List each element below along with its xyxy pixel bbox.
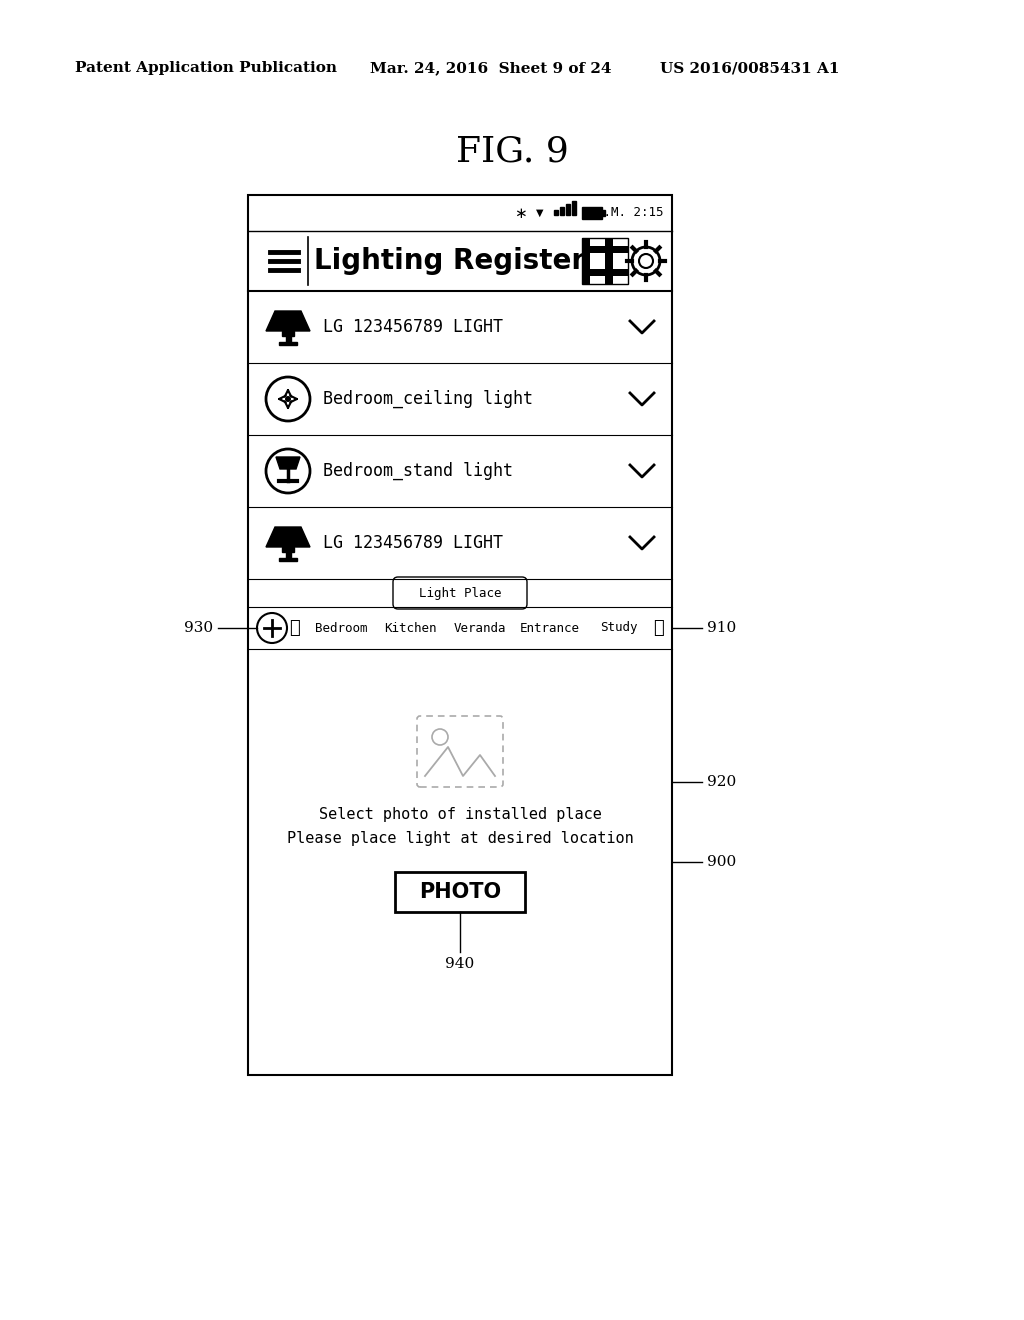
Text: Bedroom: Bedroom	[314, 622, 367, 635]
Text: Mar. 24, 2016  Sheet 9 of 24: Mar. 24, 2016 Sheet 9 of 24	[370, 61, 611, 75]
Bar	[621, 246, 628, 253]
Polygon shape	[572, 201, 575, 215]
Polygon shape	[276, 457, 300, 469]
FancyBboxPatch shape	[417, 715, 503, 787]
Bar	[590, 269, 597, 276]
Polygon shape	[554, 210, 558, 215]
Text: Study: Study	[600, 622, 638, 635]
Text: Patent Application Publication: Patent Application Publication	[75, 61, 337, 75]
Text: 900: 900	[707, 855, 736, 869]
Bar	[582, 238, 628, 284]
Text: US 2016/0085431 A1: US 2016/0085431 A1	[660, 61, 840, 75]
Circle shape	[285, 396, 291, 403]
Text: Light Place: Light Place	[419, 586, 502, 599]
Text: LG 123456789 LIGHT: LG 123456789 LIGHT	[323, 318, 503, 337]
Bar	[605, 238, 612, 246]
Text: 910: 910	[707, 620, 736, 635]
Bar	[602, 210, 605, 216]
Bar	[605, 269, 612, 276]
Bar	[395, 873, 525, 912]
Bar	[605, 276, 612, 284]
Text: Lighting Register: Lighting Register	[314, 247, 586, 275]
Text: PHOTO: PHOTO	[419, 882, 501, 902]
Bar	[582, 276, 590, 284]
Polygon shape	[266, 312, 310, 331]
Bar	[605, 246, 612, 253]
Text: Bedroom_ceiling light: Bedroom_ceiling light	[323, 389, 534, 408]
Bar	[597, 246, 605, 253]
Text: Veranda: Veranda	[454, 622, 506, 635]
FancyBboxPatch shape	[393, 577, 527, 609]
Bar	[582, 261, 590, 269]
Polygon shape	[279, 558, 297, 561]
Polygon shape	[266, 527, 310, 546]
Bar	[248, 195, 672, 1074]
Text: LG 123456789 LIGHT: LG 123456789 LIGHT	[323, 535, 503, 552]
Bar	[621, 269, 628, 276]
Text: 940: 940	[445, 957, 475, 972]
Bar	[590, 246, 597, 253]
Bar	[582, 253, 590, 261]
Text: Entrance: Entrance	[519, 622, 580, 635]
Bar	[582, 246, 590, 253]
Polygon shape	[286, 337, 291, 342]
Bar	[605, 253, 612, 261]
Text: 〉: 〉	[653, 619, 664, 638]
Polygon shape	[566, 205, 570, 215]
Polygon shape	[279, 342, 297, 345]
Bar	[612, 246, 621, 253]
Polygon shape	[282, 546, 294, 552]
Polygon shape	[286, 552, 291, 558]
Text: FIG. 9: FIG. 9	[456, 135, 568, 169]
Text: 〈: 〈	[289, 619, 299, 638]
Bar	[582, 207, 602, 219]
Text: Kitchen: Kitchen	[384, 622, 436, 635]
Bar	[582, 238, 590, 246]
Polygon shape	[560, 207, 564, 215]
Polygon shape	[282, 331, 294, 337]
Text: Please place light at desired location: Please place light at desired location	[287, 830, 634, 846]
Text: ∗: ∗	[514, 206, 526, 220]
Bar	[582, 269, 590, 276]
Bar	[612, 269, 621, 276]
Bar	[605, 261, 612, 269]
Bar	[597, 269, 605, 276]
Text: P.M. 2:15: P.M. 2:15	[597, 206, 664, 219]
Text: Select photo of installed place: Select photo of installed place	[318, 807, 601, 821]
Text: ▼: ▼	[537, 209, 544, 218]
Text: Bedroom_stand light: Bedroom_stand light	[323, 462, 513, 480]
Text: 930: 930	[184, 620, 213, 635]
Text: 920: 920	[707, 775, 736, 788]
